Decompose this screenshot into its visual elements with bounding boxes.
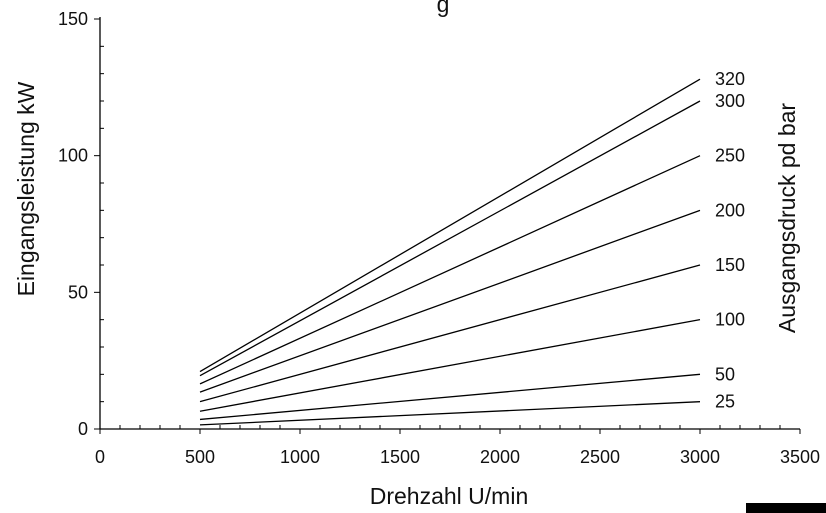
y-tick-label: 100 bbox=[58, 146, 88, 166]
series-label-300: 300 bbox=[715, 91, 745, 111]
series-lines bbox=[199, 78, 701, 426]
ticks bbox=[94, 18, 801, 434]
corner-block bbox=[746, 503, 826, 513]
x-tick-label: 500 bbox=[185, 447, 215, 467]
x-tick-label: 1500 bbox=[380, 447, 420, 467]
y-axis-title: Eingangsleistung kW bbox=[13, 81, 39, 296]
x-tick-label: 2000 bbox=[480, 447, 520, 467]
series-label-100: 100 bbox=[715, 310, 745, 330]
x-tick-label: 3000 bbox=[680, 447, 720, 467]
x-tick-label: 2500 bbox=[580, 447, 620, 467]
axes bbox=[99, 17, 800, 430]
series-label-250: 250 bbox=[715, 146, 745, 166]
series-line-100 bbox=[199, 319, 701, 412]
tick-labels: 0 500 1000 1500 2000 2500 3000 3500 0 50 100 150 bbox=[58, 9, 820, 467]
series-line-200 bbox=[199, 209, 701, 393]
series-label-150: 150 bbox=[715, 255, 745, 275]
legend-title: Ausgangsdruck pd bar bbox=[774, 103, 800, 333]
x-axis-title: Drehzahl U/min bbox=[370, 483, 529, 509]
series-line-150 bbox=[199, 264, 701, 403]
y-tick-label: 50 bbox=[68, 282, 88, 302]
series-line-250 bbox=[199, 155, 701, 385]
series-label-320: 320 bbox=[715, 69, 745, 89]
chart-title: g bbox=[437, 0, 450, 17]
x-tick-label: 1000 bbox=[280, 447, 320, 467]
series-label-50: 50 bbox=[715, 364, 735, 384]
series-line-50 bbox=[199, 373, 701, 421]
series-label-200: 200 bbox=[715, 200, 745, 220]
y-tick-label: 0 bbox=[78, 419, 88, 439]
x-tick-label: 3500 bbox=[780, 447, 820, 467]
y-tick-label: 150 bbox=[58, 9, 88, 29]
series-label-25: 25 bbox=[715, 392, 735, 412]
series-line-320 bbox=[199, 78, 701, 373]
series-line-25 bbox=[199, 401, 701, 426]
x-tick-label: 0 bbox=[95, 447, 105, 467]
series-line-300 bbox=[199, 100, 701, 377]
